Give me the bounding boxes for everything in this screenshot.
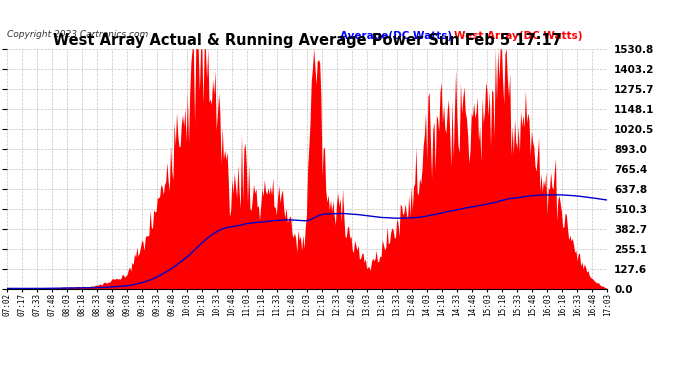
- Text: Copyright 2023 Cartronics.com: Copyright 2023 Cartronics.com: [7, 30, 148, 39]
- Title: West Array Actual & Running Average Power Sun Feb 5 17:17: West Array Actual & Running Average Powe…: [52, 33, 562, 48]
- Text: Average(DC Watts): Average(DC Watts): [340, 30, 452, 40]
- Text: West Array(DC Watts): West Array(DC Watts): [454, 30, 582, 40]
